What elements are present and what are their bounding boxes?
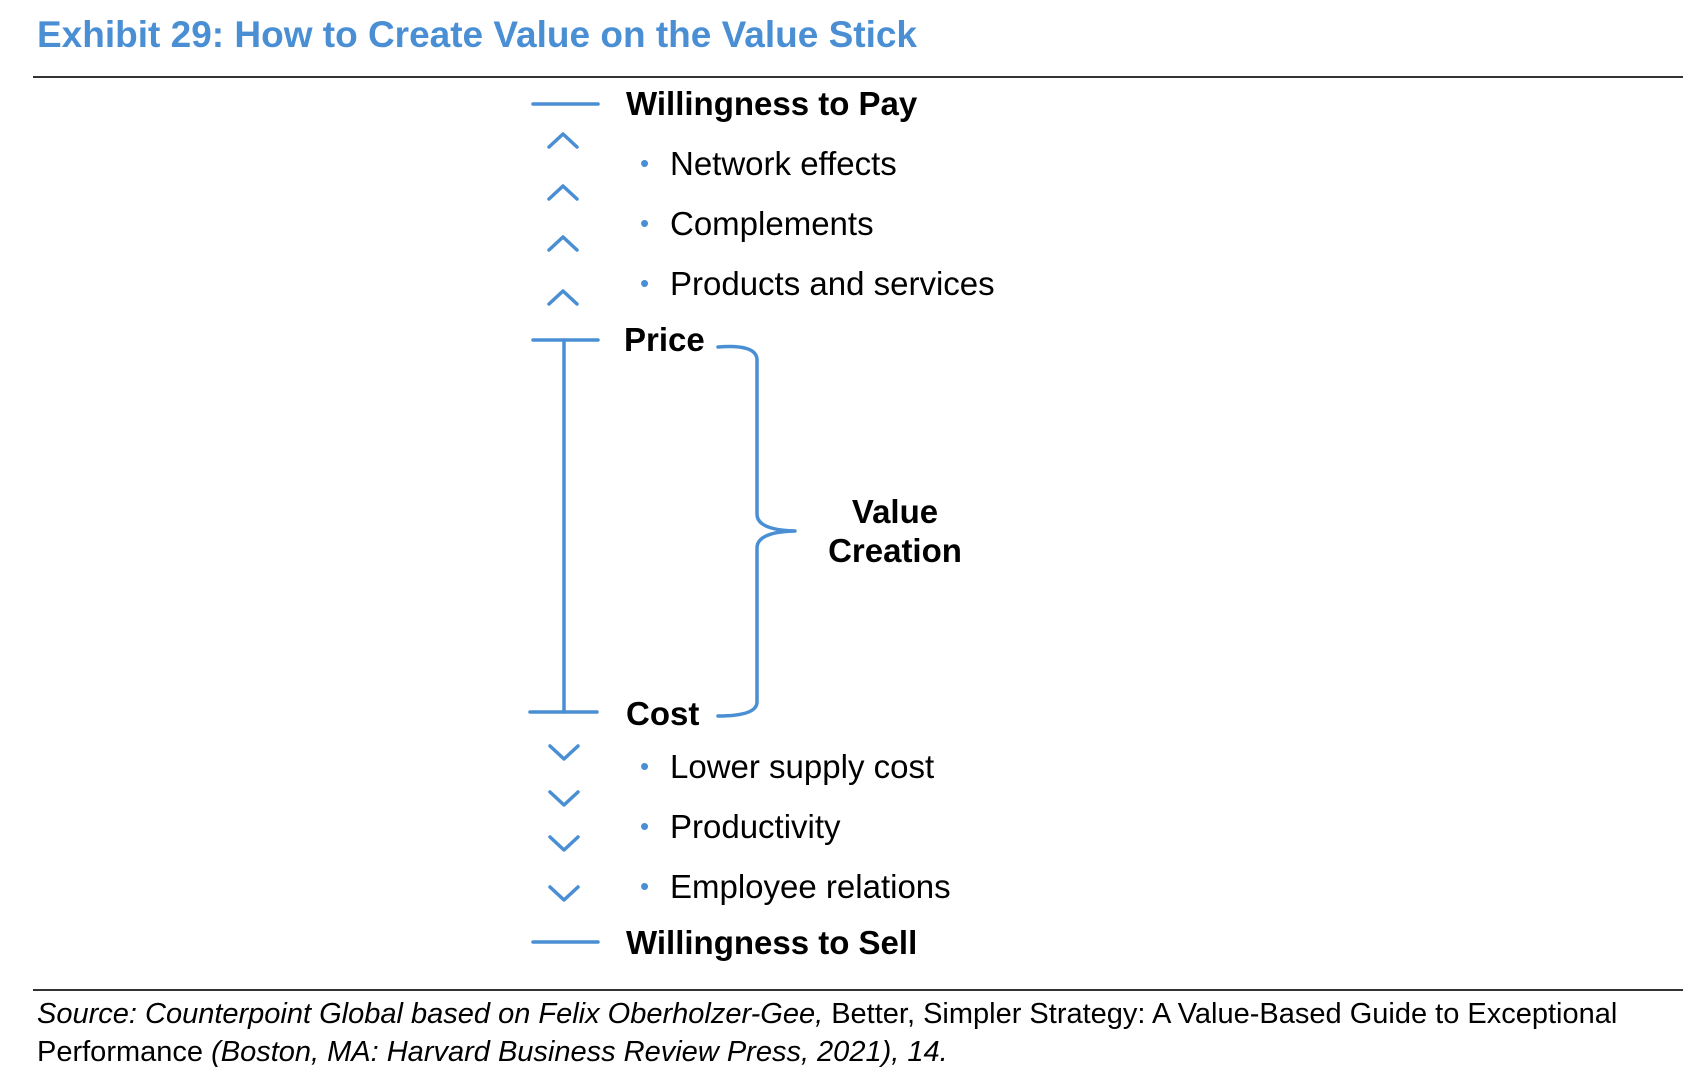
- wtp-driver-item: • Products and services: [640, 265, 995, 302]
- source-note: Source: Counterpoint Global based on Fel…: [37, 995, 1687, 1071]
- chevron-up-icon: [547, 184, 579, 201]
- bullet-icon: •: [640, 871, 650, 901]
- exhibit-title: Exhibit 29: How to Create Value on the V…: [37, 14, 918, 55]
- source-book-title: Better, Simpler Strategy: A Value-Based …: [37, 998, 1618, 1068]
- wtp-driver-item: • Complements: [640, 205, 874, 242]
- bullet-icon: •: [640, 268, 650, 298]
- chevron-down-icon: [548, 744, 580, 761]
- bullet-icon: •: [640, 751, 650, 781]
- wts-label: Willingness to Sell: [626, 924, 918, 961]
- cost-driver-item: • Lower supply cost: [640, 748, 935, 785]
- chevron-up-icon: [547, 235, 579, 252]
- cost-driver-item: • Employee relations: [640, 868, 951, 905]
- top-divider: [33, 76, 1683, 78]
- source-publication: (Boston, MA: Harvard Business Review Pre…: [203, 1036, 948, 1068]
- chevron-down-icon: [548, 835, 580, 852]
- bullet-icon: •: [640, 148, 650, 178]
- price-label: Price: [624, 321, 705, 358]
- chevron-up-icon: [547, 289, 579, 306]
- wtp-driver-item: • Network effects: [640, 145, 897, 182]
- wtp-label: Willingness to Pay: [626, 85, 918, 122]
- value-creation-brace: [716, 344, 797, 718]
- cost-label: Cost: [626, 695, 700, 732]
- value-creation-label: Value Creation: [828, 493, 962, 569]
- bullet-icon: •: [640, 208, 650, 238]
- chevron-down-icon: [548, 885, 580, 902]
- bottom-divider: [33, 989, 1683, 991]
- cost-driver-item: • Productivity: [640, 808, 841, 845]
- chevron-up-icon: [547, 132, 579, 149]
- bullet-icon: •: [640, 811, 650, 841]
- source-attribution: Source: Counterpoint Global based on Fel…: [37, 998, 832, 1030]
- chevron-down-icon: [548, 790, 580, 807]
